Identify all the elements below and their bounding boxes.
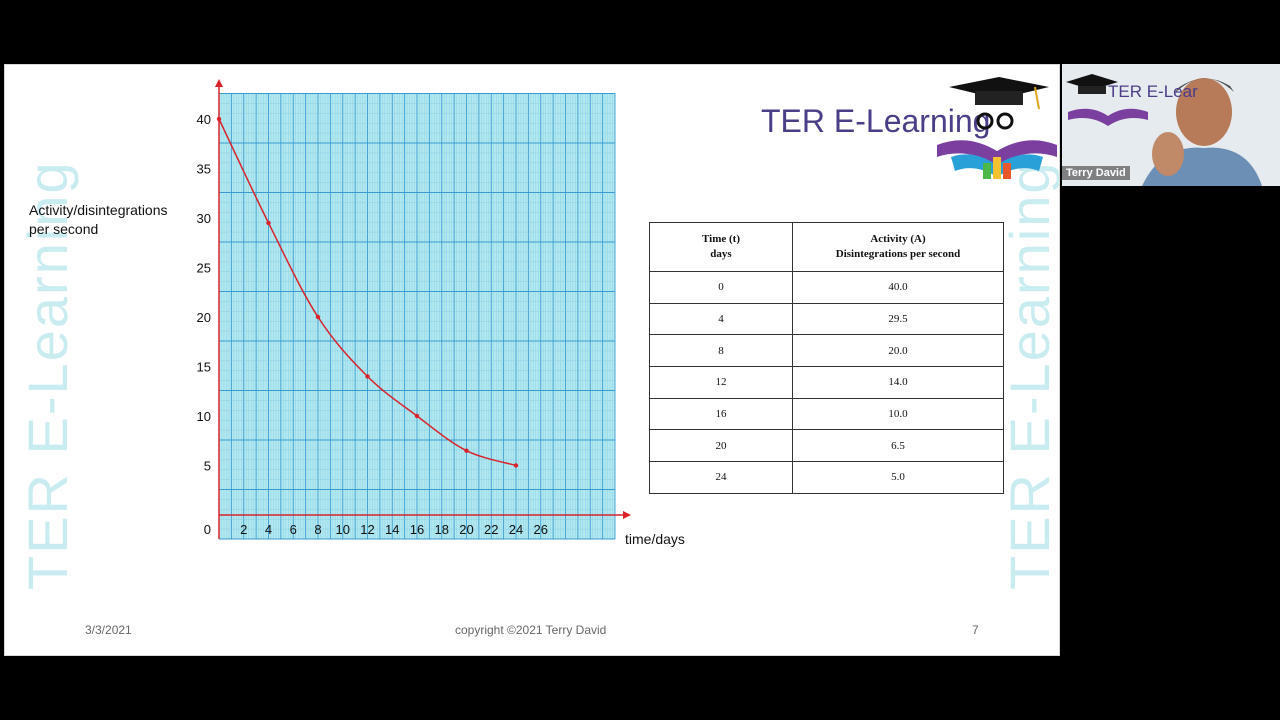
slide-number: 7 — [972, 623, 979, 637]
slide-date: 3/3/2021 — [85, 623, 132, 637]
cell-time: 0 — [649, 271, 793, 304]
cell-time: 16 — [649, 397, 793, 431]
table-header-activity: Activity (A) Disintegrations per second — [792, 222, 1004, 272]
header-activity-line1: Activity (A) — [870, 233, 926, 245]
table-row: 20 6.5 — [649, 429, 1004, 463]
table-header-time: Time (t) days — [649, 222, 793, 272]
cell-time: 24 — [649, 461, 793, 494]
table-row: 16 10.0 — [649, 397, 1004, 431]
table-row: 8 20.0 — [649, 334, 1004, 368]
data-point — [513, 463, 519, 468]
x-tick-label: 8 — [314, 522, 321, 537]
x-tick-label: 26 — [534, 522, 548, 537]
brand-logo: TER E-Learning — [761, 73, 1059, 183]
y-tick-label: 40 — [197, 112, 211, 127]
header-time-line2: days — [710, 248, 732, 260]
presenter-video — [1062, 64, 1280, 186]
x-tick-label: 18 — [435, 522, 449, 537]
data-point — [266, 220, 271, 226]
x-tick-label: 22 — [484, 522, 498, 537]
grid-lines — [218, 93, 616, 540]
cell-time: 4 — [649, 302, 793, 336]
x-axis-label: time/days — [625, 531, 685, 547]
x-tick-label: 16 — [410, 522, 424, 537]
y-axis-label: Activity/disintegrations per second — [29, 202, 168, 237]
data-point — [414, 413, 420, 419]
y-tick-label: 5 — [204, 459, 211, 474]
y-tick-label: 30 — [197, 211, 211, 226]
data-point — [216, 116, 222, 122]
x-axis-arrow — [623, 511, 631, 519]
data-point — [464, 448, 469, 453]
x-tick-label: 10 — [336, 522, 350, 537]
header-activity-line2: Disintegrations per second — [835, 248, 961, 260]
x-tick-label: 4 — [265, 522, 272, 537]
cell-activity: 10.0 — [792, 397, 1004, 431]
table-row: 4 29.5 — [649, 302, 1004, 336]
y-axis-arrow — [215, 79, 223, 87]
y-tick-label: 15 — [197, 360, 211, 375]
x-tick-label: 20 — [459, 522, 473, 537]
x-tick-label: 12 — [360, 522, 374, 537]
y-tick-label: 35 — [197, 162, 211, 177]
cell-time: 20 — [649, 429, 793, 463]
x-tick-label: 14 — [385, 522, 399, 537]
cell-activity: 29.5 — [792, 302, 1004, 336]
y-tick-label: 20 — [197, 310, 211, 325]
cell-activity: 6.5 — [792, 429, 1004, 463]
origin-label: 0 — [204, 522, 211, 537]
data-point — [365, 374, 370, 379]
cell-activity: 20.0 — [792, 334, 1004, 368]
table-row: 24 5.0 — [649, 461, 1004, 494]
cell-activity: 14.0 — [792, 366, 1004, 399]
x-tick-label: 2 — [240, 522, 247, 537]
slide-copyright: copyright ©2021 Terry David — [455, 623, 607, 637]
y-tick-label: 25 — [197, 261, 211, 276]
cell-activity: 40.0 — [792, 271, 1004, 304]
header-time-line1: Time (t) — [702, 233, 740, 245]
webcam-feed: TER E-Lear — [1062, 64, 1280, 186]
cell-time: 12 — [649, 366, 793, 399]
data-series — [216, 116, 519, 468]
table-row: 12 14.0 — [649, 366, 1004, 399]
presenter-name: Terry David — [1062, 166, 1130, 180]
cell-activity: 5.0 — [792, 461, 1004, 494]
table-row: 0 40.0 — [649, 271, 1004, 304]
slide: TER E-Learning TER E-Learning TER E-Lear… — [4, 64, 1060, 656]
data-point — [315, 314, 321, 320]
graduation-cap-book-icon — [937, 77, 1057, 179]
cell-time: 8 — [649, 334, 793, 368]
data-table: Time (t) days Activity (A) Disintegratio… — [649, 222, 1004, 494]
axes — [215, 79, 631, 539]
y-tick-label: 10 — [197, 409, 211, 424]
x-tick-label: 6 — [290, 522, 297, 537]
x-tick-label: 24 — [509, 522, 523, 537]
logo-text: TER E-Learning — [761, 103, 991, 139]
webcam-logo-text: TER E-Lear — [1108, 82, 1198, 101]
